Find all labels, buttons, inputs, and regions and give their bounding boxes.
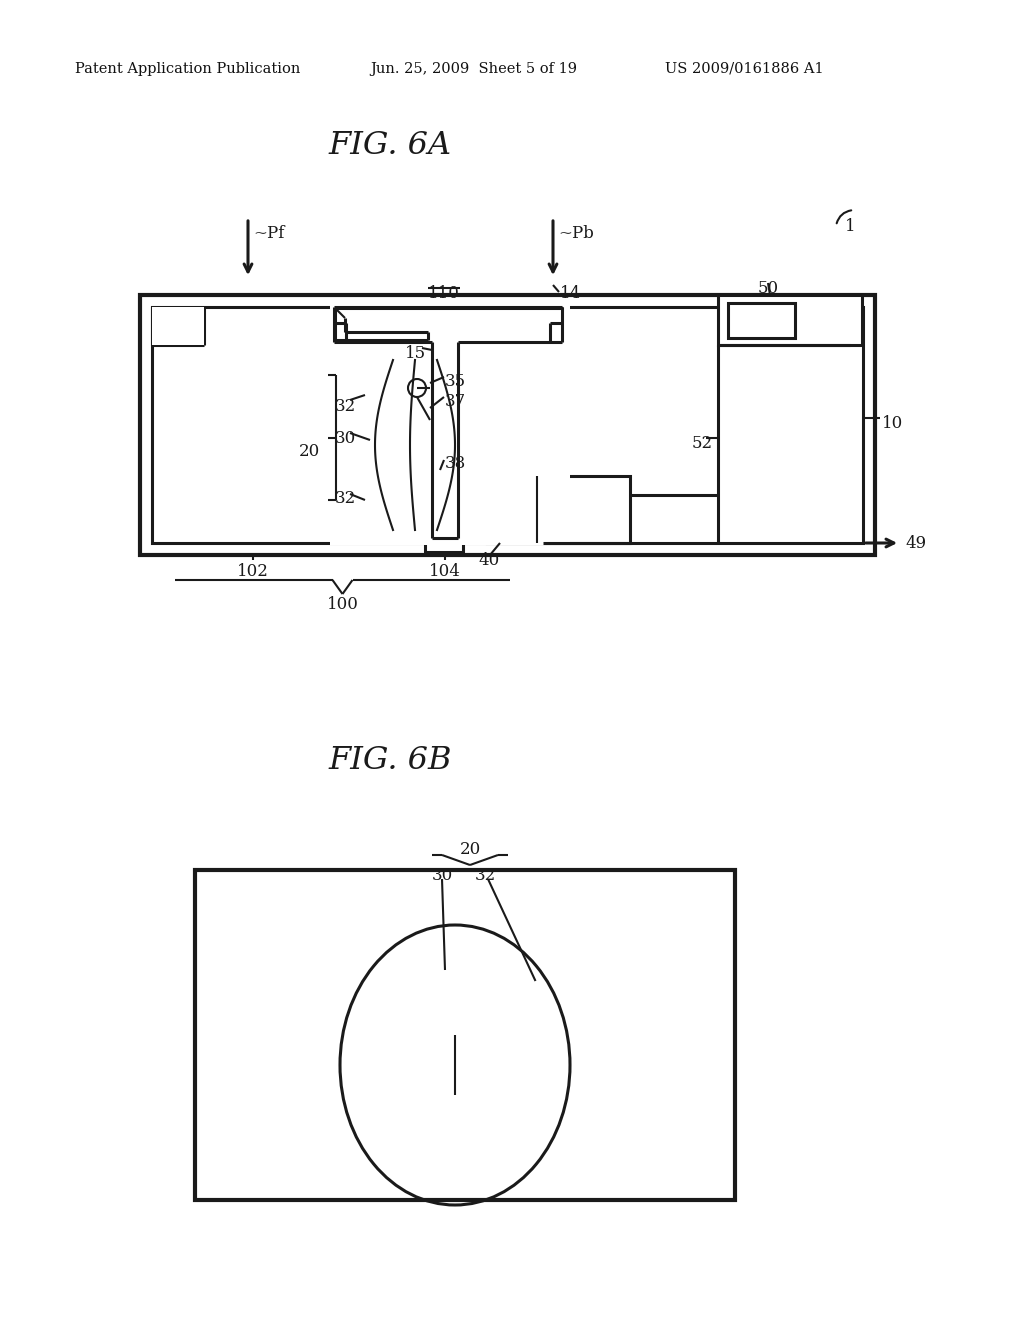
Text: 37: 37 (445, 393, 466, 411)
Bar (430, 310, 458, 335)
Text: 38: 38 (445, 455, 466, 473)
Text: 10: 10 (882, 414, 903, 432)
Bar (425, 537, 463, 552)
Text: 30: 30 (432, 867, 454, 884)
Text: 100: 100 (327, 597, 358, 612)
Bar (487, 477, 630, 543)
Text: 40: 40 (478, 552, 500, 569)
Text: 32: 32 (335, 399, 356, 414)
Bar (487, 477, 537, 495)
Bar (345, 319, 430, 345)
Text: Patent Application Publication: Patent Application Publication (75, 62, 300, 77)
Text: 14: 14 (560, 285, 582, 302)
Text: 102: 102 (238, 564, 269, 579)
Text: Jun. 25, 2009  Sheet 5 of 19: Jun. 25, 2009 Sheet 5 of 19 (370, 62, 577, 77)
Bar (338, 310, 458, 335)
Text: ~Pf: ~Pf (253, 224, 285, 242)
Text: 15: 15 (406, 345, 426, 362)
Text: 50: 50 (758, 280, 779, 297)
Bar (152, 308, 863, 543)
Bar (330, 300, 570, 545)
Bar (718, 294, 862, 345)
Text: 32: 32 (335, 490, 356, 507)
Bar (195, 870, 735, 1200)
Bar (140, 294, 874, 554)
Text: FIG. 6A: FIG. 6A (329, 129, 452, 161)
Text: FIG. 6B: FIG. 6B (329, 744, 452, 776)
Text: ~Pb: ~Pb (558, 224, 594, 242)
Text: 20: 20 (460, 841, 480, 858)
Text: 20: 20 (299, 444, 319, 459)
Text: US 2009/0161886 A1: US 2009/0161886 A1 (665, 62, 823, 77)
Bar (152, 308, 204, 345)
Bar (430, 310, 560, 335)
Text: 52: 52 (692, 436, 713, 451)
Text: 35: 35 (445, 374, 466, 389)
Bar (335, 310, 563, 345)
Text: 104: 104 (429, 564, 461, 579)
Text: 12: 12 (152, 318, 173, 335)
Text: 49: 49 (905, 535, 926, 552)
Text: 30: 30 (335, 430, 356, 447)
Text: 1: 1 (845, 218, 856, 235)
Bar (728, 304, 795, 338)
Bar (458, 319, 553, 345)
Text: 32: 32 (475, 867, 497, 884)
Text: 110: 110 (428, 285, 460, 302)
